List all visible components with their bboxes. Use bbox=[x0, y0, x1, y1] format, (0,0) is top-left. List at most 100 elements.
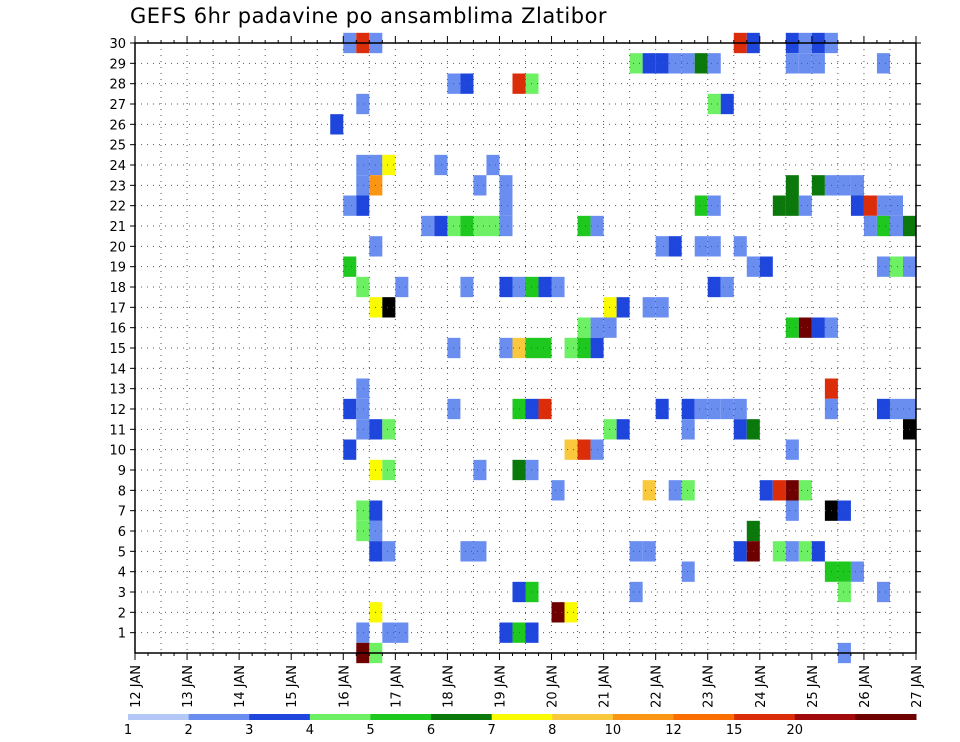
heatmap-cell bbox=[382, 541, 396, 562]
x-tick-label: 22 JAN bbox=[650, 665, 665, 708]
y-tick-label: 27 bbox=[109, 98, 126, 113]
y-tick-label: 8 bbox=[118, 484, 126, 499]
heatmap-cell bbox=[356, 93, 370, 115]
heatmap-cell bbox=[538, 337, 552, 359]
heatmap-cell bbox=[642, 53, 656, 74]
heatmap-cell bbox=[694, 236, 708, 257]
heatmap-cell bbox=[876, 581, 890, 603]
heatmap-cell bbox=[811, 175, 825, 196]
heatmap-cell bbox=[707, 93, 721, 115]
heatmap-cell bbox=[460, 276, 474, 298]
chart-title: GEFS 6hr padavine po ansamblima Zlatibor bbox=[130, 4, 608, 28]
heatmap-cell bbox=[499, 337, 513, 359]
legend-swatch bbox=[249, 714, 311, 720]
heatmap-cell bbox=[785, 480, 799, 501]
y-tick-label: 16 bbox=[109, 322, 126, 337]
y-tick-label: 10 bbox=[109, 444, 126, 459]
heatmap-cell bbox=[473, 175, 487, 196]
heatmap-cell bbox=[655, 398, 669, 420]
heatmap-cell bbox=[486, 215, 500, 237]
heatmap-cell bbox=[538, 276, 552, 298]
legend-swatch bbox=[431, 714, 493, 720]
heatmap-cell bbox=[356, 378, 370, 399]
y-tick-label: 4 bbox=[118, 566, 126, 581]
heatmap-cell bbox=[356, 276, 370, 298]
heatmap-cell bbox=[850, 561, 864, 582]
legend-label: 8 bbox=[548, 723, 556, 738]
legend-label: 15 bbox=[726, 723, 743, 738]
heatmap-cell bbox=[512, 622, 526, 643]
y-tick-label: 14 bbox=[109, 362, 126, 377]
y-tick-label: 21 bbox=[109, 220, 126, 235]
heatmap-cell bbox=[772, 480, 786, 501]
heatmap-cell bbox=[460, 215, 474, 237]
heatmap-cell bbox=[499, 276, 513, 298]
y-tick-label: 3 bbox=[118, 586, 126, 601]
x-tick-label: 24 JAN bbox=[754, 665, 769, 708]
heatmap-cell bbox=[707, 195, 721, 216]
y-tick-label: 22 bbox=[109, 200, 126, 215]
heatmap-cell bbox=[525, 581, 539, 603]
heatmap-cell bbox=[889, 215, 903, 237]
y-axis: 1234567891011121314151617181920212223242… bbox=[109, 37, 921, 642]
heatmap-cell bbox=[681, 53, 695, 74]
heatmap-cell bbox=[876, 195, 890, 216]
x-tick-label: 12 JAN bbox=[129, 665, 144, 708]
legend-label: 10 bbox=[605, 723, 622, 738]
x-tick-label: 23 JAN bbox=[702, 665, 717, 708]
heatmap-cell bbox=[486, 154, 500, 176]
legend-swatch bbox=[188, 714, 250, 720]
heatmap-cell bbox=[603, 297, 617, 318]
heatmap-cell bbox=[850, 175, 864, 196]
heatmap-cell bbox=[356, 175, 370, 196]
heatmap-cell bbox=[681, 398, 695, 420]
heatmap-cell bbox=[525, 337, 539, 359]
heatmap-cell bbox=[785, 541, 799, 562]
heatmap-cell bbox=[564, 439, 578, 460]
heatmap-cell bbox=[356, 419, 370, 440]
legend-swatch bbox=[128, 714, 190, 720]
heatmap-cell bbox=[798, 541, 812, 562]
legend-label: 4 bbox=[306, 723, 314, 738]
heatmap-cell bbox=[811, 317, 825, 338]
heatmap-cell bbox=[525, 398, 539, 420]
legend-swatch bbox=[734, 714, 796, 720]
heatmap-cell bbox=[382, 154, 396, 176]
heatmap-cell bbox=[655, 297, 669, 318]
heatmap-cell bbox=[551, 276, 565, 298]
heatmap-cell bbox=[460, 73, 474, 94]
heatmap-cell bbox=[577, 439, 591, 460]
heatmap-cell bbox=[785, 175, 799, 196]
heatmap-cell bbox=[382, 297, 396, 318]
heatmap-cell bbox=[681, 419, 695, 440]
heatmap-cells bbox=[330, 32, 916, 664]
heatmap-cell bbox=[798, 317, 812, 338]
x-tick-label: 14 JAN bbox=[233, 665, 248, 708]
heatmap-cell bbox=[629, 53, 643, 74]
heatmap-cell bbox=[499, 215, 513, 237]
x-axis: 12 JAN 13 JAN 14 JAN 15 JAN 16 JAN 17 JAN 18 J… bbox=[129, 36, 925, 708]
y-tick-label: 29 bbox=[109, 57, 126, 72]
heatmap-cell bbox=[707, 53, 721, 74]
legend-label: 1 bbox=[124, 723, 132, 738]
heatmap-cell bbox=[876, 256, 890, 277]
heatmap-cell bbox=[642, 297, 656, 318]
heatmap-cell bbox=[798, 53, 812, 74]
y-tick-label: 11 bbox=[109, 423, 126, 438]
heatmap-cell bbox=[876, 215, 890, 237]
heatmap-cell bbox=[707, 398, 721, 420]
y-tick-label: 19 bbox=[109, 261, 126, 276]
heatmap-cell bbox=[564, 602, 578, 623]
heatmap-cell bbox=[681, 480, 695, 501]
heatmap-cell bbox=[343, 256, 357, 277]
x-tick-label: 25 JAN bbox=[806, 665, 821, 708]
heatmap-cell bbox=[551, 480, 565, 501]
y-tick-label: 6 bbox=[118, 525, 126, 540]
heatmap-cell bbox=[850, 195, 864, 216]
heatmap-cell bbox=[330, 114, 344, 135]
heatmap-cell bbox=[551, 602, 565, 623]
heatmap-cell bbox=[772, 195, 786, 216]
heatmap-cell bbox=[577, 215, 591, 237]
y-tick-label: 28 bbox=[109, 78, 126, 93]
